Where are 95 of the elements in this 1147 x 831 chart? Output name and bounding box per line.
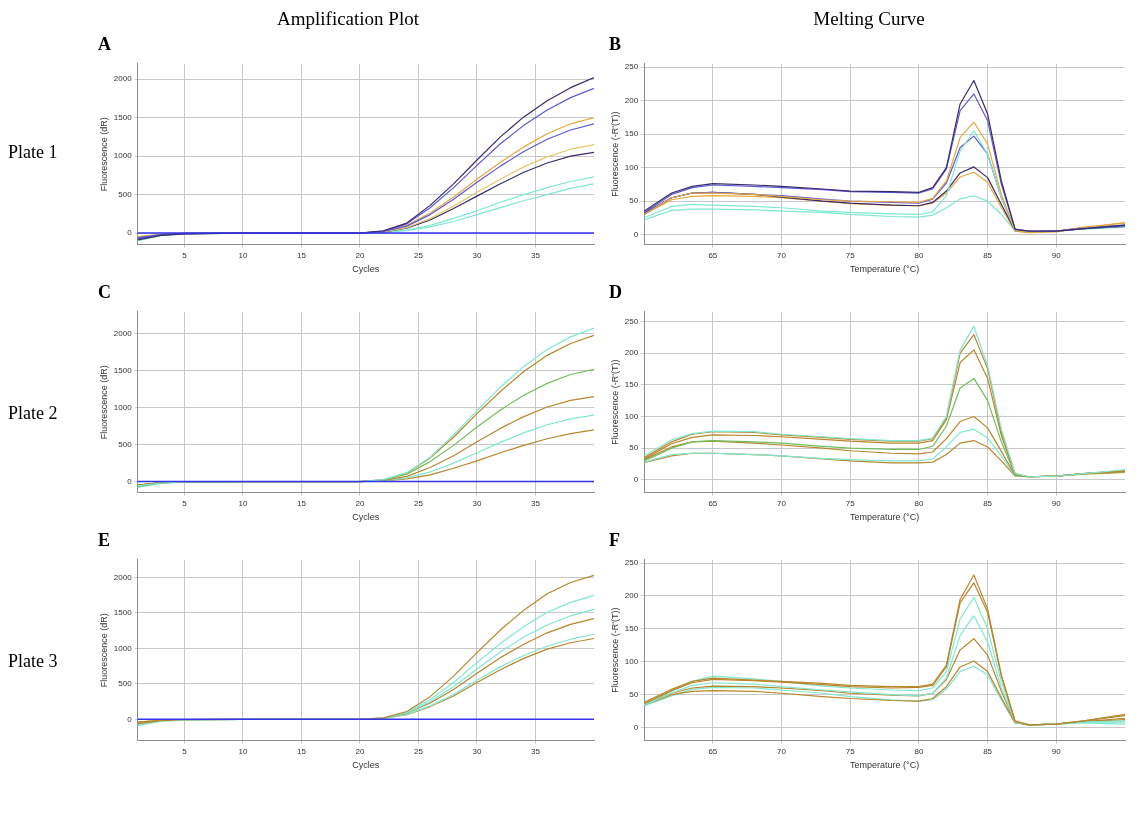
- y-tick-label: 0: [633, 722, 639, 732]
- x-tick-label: 75: [845, 498, 856, 508]
- chart-title: D: [609, 282, 623, 304]
- x-tick-label: 5: [182, 498, 188, 508]
- x-axis-title: Cycles: [352, 512, 380, 523]
- text: Plate 3: [8, 650, 59, 672]
- x-tick-label: 20: [355, 250, 365, 260]
- x-tick-label: 30: [472, 250, 482, 260]
- x-tick-label: 15: [296, 746, 307, 756]
- y-tick-label: 1000: [113, 402, 133, 412]
- x-axis-title: Temperature (°C): [850, 264, 920, 275]
- y-tick-label: 100: [624, 656, 639, 666]
- y-tick-label: 250: [624, 558, 639, 568]
- y-tick-label: 150: [624, 624, 639, 634]
- text: Plate 1: [8, 141, 59, 163]
- text: Plate 2: [8, 402, 59, 424]
- x-axis-title: Temperature (°C): [850, 512, 920, 523]
- y-axis-title: Fluorescence (dR): [98, 613, 109, 688]
- y-axis-title: Fluorescence (-R'(T)): [609, 111, 620, 197]
- y-tick-label: 2000: [113, 572, 133, 582]
- y-tick-label: 200: [624, 95, 639, 105]
- y-tick-label: 1500: [113, 112, 133, 122]
- chart-title: C: [98, 282, 112, 304]
- y-axis-title: Fluorescence (dR): [98, 365, 109, 440]
- y-axis-title: Fluorescence (-R'(T)): [609, 607, 620, 693]
- y-tick-label: 2000: [113, 329, 133, 339]
- x-tick-label: 25: [414, 498, 424, 508]
- x-tick-label: 80: [914, 498, 924, 508]
- chart-title: F: [609, 530, 621, 552]
- x-tick-label: 25: [414, 250, 424, 260]
- x-axis-title: Temperature (°C): [850, 760, 920, 771]
- x-tick-label: 15: [296, 250, 307, 260]
- x-tick-label: 35: [531, 498, 541, 508]
- y-tick-label: 1500: [113, 366, 133, 376]
- x-tick-label: 65: [708, 250, 718, 260]
- x-tick-label: 65: [708, 746, 718, 756]
- x-tick-label: 85: [983, 250, 993, 260]
- x-tick-label: 5: [182, 746, 188, 756]
- x-tick-label: 30: [472, 746, 482, 756]
- chart-subtitle: Amplification Plot: [276, 8, 420, 30]
- y-tick-label: 0: [127, 714, 133, 724]
- y-tick-label: 150: [624, 129, 639, 139]
- x-tick-label: 20: [355, 498, 365, 508]
- x-tick-label: 25: [414, 746, 424, 756]
- x-tick-label: 85: [983, 746, 993, 756]
- chart-title: A: [98, 34, 112, 56]
- x-tick-label: 10: [238, 250, 248, 260]
- x-tick-label: 35: [531, 250, 541, 260]
- x-tick-label: 10: [238, 746, 248, 756]
- y-tick-label: 1500: [113, 608, 133, 618]
- x-tick-label: 75: [845, 746, 856, 756]
- x-tick-label: 30: [472, 498, 482, 508]
- y-tick-label: 100: [624, 411, 639, 421]
- y-tick-label: 2000: [113, 74, 133, 84]
- y-tick-label: 150: [624, 379, 639, 389]
- x-tick-label: 70: [777, 498, 787, 508]
- y-tick-label: 50: [629, 196, 639, 206]
- y-tick-label: 1000: [113, 151, 133, 161]
- y-tick-label: 0: [127, 228, 133, 238]
- x-tick-label: 35: [531, 746, 541, 756]
- x-tick-label: 80: [914, 746, 924, 756]
- x-tick-label: 80: [914, 250, 924, 260]
- x-tick-label: 20: [355, 746, 365, 756]
- x-tick-label: 90: [1051, 498, 1062, 508]
- chart-subtitle: Melting Curve: [812, 8, 926, 30]
- y-tick-label: 500: [118, 679, 133, 689]
- x-tick-label: 5: [182, 250, 188, 260]
- y-tick-label: 250: [624, 316, 639, 326]
- x-tick-label: 90: [1051, 746, 1062, 756]
- y-tick-label: 0: [127, 476, 133, 486]
- x-tick-label: 90: [1051, 250, 1062, 260]
- chart-title: E: [98, 530, 111, 552]
- x-tick-label: 85: [983, 498, 993, 508]
- y-axis-title: Fluorescence (-R'(T)): [609, 359, 620, 445]
- x-axis-title: Cycles: [352, 760, 380, 771]
- x-axis-title: Cycles: [352, 264, 380, 275]
- x-tick-label: 70: [777, 746, 787, 756]
- y-tick-label: 50: [629, 443, 639, 453]
- x-tick-label: 10: [238, 498, 248, 508]
- y-tick-label: 100: [624, 162, 639, 172]
- y-tick-label: 50: [629, 689, 639, 699]
- x-tick-label: 65: [708, 498, 718, 508]
- y-tick-label: 250: [624, 62, 639, 72]
- y-tick-label: 500: [118, 439, 133, 449]
- y-tick-label: 200: [624, 348, 639, 358]
- x-tick-label: 70: [777, 250, 787, 260]
- x-tick-label: 15: [296, 498, 307, 508]
- y-tick-label: 0: [633, 475, 639, 485]
- chart-title: B: [609, 34, 622, 56]
- y-axis-title: Fluorescence (dR): [98, 117, 109, 192]
- x-tick-label: 75: [845, 250, 856, 260]
- y-tick-label: 1000: [113, 643, 133, 653]
- y-tick-label: 200: [624, 591, 639, 601]
- y-tick-label: 0: [633, 229, 639, 239]
- y-tick-label: 500: [118, 189, 133, 199]
